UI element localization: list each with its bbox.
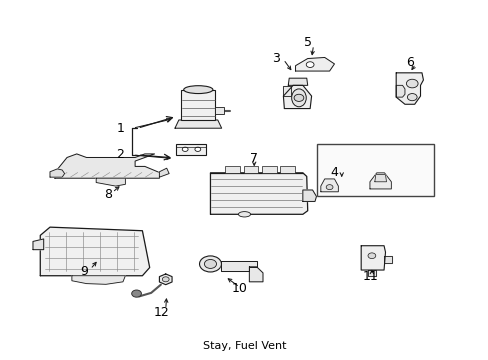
Text: 9: 9 bbox=[80, 265, 88, 278]
Polygon shape bbox=[96, 178, 125, 186]
Text: Stay, Fuel Vent: Stay, Fuel Vent bbox=[203, 342, 285, 351]
Polygon shape bbox=[33, 239, 43, 249]
Circle shape bbox=[406, 79, 417, 88]
Text: 5: 5 bbox=[303, 36, 311, 49]
Polygon shape bbox=[395, 73, 423, 104]
Polygon shape bbox=[361, 246, 385, 270]
Bar bbox=[176, 144, 205, 155]
Bar bbox=[224, 166, 239, 173]
Circle shape bbox=[407, 94, 416, 101]
Polygon shape bbox=[50, 169, 64, 177]
Circle shape bbox=[195, 147, 201, 152]
Text: 2: 2 bbox=[116, 148, 124, 162]
Ellipse shape bbox=[291, 89, 305, 107]
Polygon shape bbox=[159, 274, 172, 285]
Polygon shape bbox=[302, 190, 316, 202]
Text: 3: 3 bbox=[272, 52, 280, 65]
Bar bbox=[215, 108, 224, 114]
Text: 7: 7 bbox=[250, 152, 258, 165]
Text: 10: 10 bbox=[231, 283, 247, 296]
Bar bbox=[280, 166, 294, 173]
Circle shape bbox=[367, 253, 375, 258]
Polygon shape bbox=[283, 85, 311, 109]
Text: 4: 4 bbox=[330, 166, 338, 179]
Circle shape bbox=[182, 147, 188, 152]
Text: 6: 6 bbox=[405, 55, 413, 69]
Polygon shape bbox=[295, 58, 334, 71]
Polygon shape bbox=[210, 173, 307, 214]
Polygon shape bbox=[395, 85, 404, 97]
Ellipse shape bbox=[204, 260, 216, 269]
Bar bbox=[262, 166, 276, 173]
Ellipse shape bbox=[199, 256, 221, 272]
Text: 12: 12 bbox=[154, 306, 169, 319]
Bar bbox=[243, 166, 258, 173]
Polygon shape bbox=[383, 256, 391, 263]
Circle shape bbox=[131, 290, 141, 297]
Text: 1: 1 bbox=[116, 122, 124, 135]
Polygon shape bbox=[249, 267, 263, 282]
Polygon shape bbox=[374, 175, 386, 182]
Circle shape bbox=[162, 277, 169, 282]
Circle shape bbox=[305, 62, 313, 67]
Polygon shape bbox=[367, 270, 375, 276]
Polygon shape bbox=[72, 276, 125, 284]
Circle shape bbox=[325, 185, 332, 190]
Polygon shape bbox=[283, 86, 290, 96]
Polygon shape bbox=[287, 78, 307, 85]
Polygon shape bbox=[55, 154, 159, 178]
Polygon shape bbox=[320, 179, 338, 192]
Text: 11: 11 bbox=[362, 270, 378, 283]
Bar bbox=[317, 144, 433, 196]
Polygon shape bbox=[159, 168, 169, 177]
Polygon shape bbox=[369, 173, 390, 189]
Polygon shape bbox=[175, 120, 221, 128]
Circle shape bbox=[293, 94, 303, 102]
Polygon shape bbox=[221, 261, 256, 271]
Ellipse shape bbox=[183, 86, 212, 94]
Text: 8: 8 bbox=[104, 188, 112, 201]
Ellipse shape bbox=[238, 212, 250, 217]
Polygon shape bbox=[40, 227, 149, 276]
Bar bbox=[181, 90, 215, 120]
